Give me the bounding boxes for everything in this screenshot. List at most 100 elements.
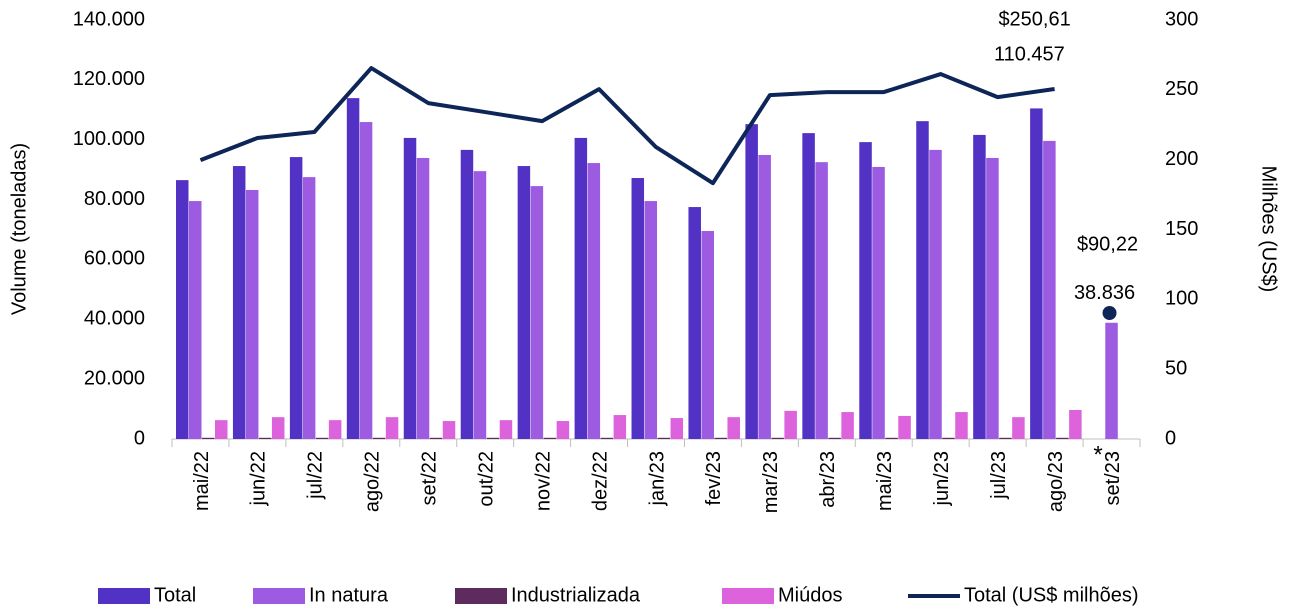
bar [1030,108,1043,440]
bar [784,410,797,439]
y2-tick-label: 150 [1165,218,1198,240]
bar [1069,409,1082,439]
bar [289,157,303,439]
x-tick-label: dez/22 [589,451,611,511]
y2-tick-label: 200 [1165,148,1198,170]
bar [556,421,570,439]
bar [302,177,316,439]
bar [885,437,898,439]
y-tick-label: 40.000 [84,308,145,330]
bar [701,230,714,439]
bar [232,166,246,439]
x-tick-label: abr/23 [817,451,839,508]
y-tick-label: 100.000 [73,128,145,150]
bar [600,437,614,439]
point [1102,305,1117,320]
bar [1105,322,1118,439]
y-tick-label: 0 [134,427,145,449]
x-tick-label: jul/23 [988,451,1010,500]
legend-label: Industrializada [511,584,641,606]
bar [999,437,1012,439]
bar [486,437,500,439]
bar [727,417,740,439]
bar [745,124,758,439]
bar [215,420,228,439]
bar [1012,417,1025,439]
bar [771,437,784,439]
bar [530,186,544,439]
bar [271,417,285,439]
bar [859,142,872,439]
x-tick-label: set/22 [419,451,441,505]
y-tick-label: 20.000 [84,367,145,389]
bar [802,133,815,439]
bar [460,149,474,439]
legend-swatch [455,588,507,604]
y2-tick-label: 250 [1165,78,1198,100]
x-tick-label: out/22 [475,451,497,507]
bar [688,207,701,439]
bar [929,149,942,439]
bar [258,437,272,439]
bar [828,437,841,439]
data-label: $90,22 [1077,233,1138,255]
bar [613,415,627,439]
bar [1043,140,1056,439]
bar [916,121,929,439]
x-tick-label: ago/22 [362,451,384,512]
bar [372,437,386,439]
bar [898,415,911,439]
bar [543,437,557,439]
bar [872,166,885,439]
y-tick-label: 80.000 [84,188,145,210]
bar [315,437,329,439]
x-tick-label: fev/23 [703,451,725,505]
x-tick-label: jan/23 [646,451,668,507]
bar [973,134,986,439]
y-axis-title: Volume (toneladas) [8,143,30,315]
bar [359,122,373,439]
legend-swatch [722,588,774,604]
bar [385,417,399,439]
bar [245,189,259,439]
bar [403,137,417,439]
bar [499,420,513,439]
y-tick-label: 60.000 [84,248,145,270]
bar [631,178,645,439]
bar [517,166,531,439]
data-label: 110.457 [994,44,1065,66]
legend-label: Miúdos [778,584,842,606]
bar [986,157,999,440]
bar [955,412,968,439]
bar [714,437,727,439]
bar [815,162,828,440]
legend-label: Total (US$ milhões) [964,584,1139,606]
data-label: $250,61 [998,8,1070,30]
x-tick-label: jun/23 [931,451,953,507]
y-tick-label: 140.000 [73,8,145,30]
annotation: * [1093,441,1102,468]
bar [328,420,342,439]
bar [473,171,487,439]
bar [442,421,456,439]
bar [587,163,601,439]
x-tick-label: jul/22 [305,451,327,500]
bar [346,98,360,439]
bar [1056,437,1069,439]
bar [189,201,202,439]
bar [416,157,430,440]
bar [758,154,771,440]
y2-tick-label: 50 [1165,357,1187,379]
bar [942,437,955,439]
y2-tick-label: 0 [1165,427,1176,449]
data-label: 38.836 [1074,282,1135,304]
bar [574,137,588,439]
legend-label: Total [154,584,196,606]
line [199,66,1055,186]
legend-swatch [98,588,150,604]
x-tick-label: mai/22 [191,451,213,511]
y2-axis-title: Milhões (US$) [1258,166,1280,293]
legend-swatch [253,588,305,604]
x-tick-label: ago/23 [1045,451,1067,512]
x-tick-label: set/23 [1102,451,1124,505]
